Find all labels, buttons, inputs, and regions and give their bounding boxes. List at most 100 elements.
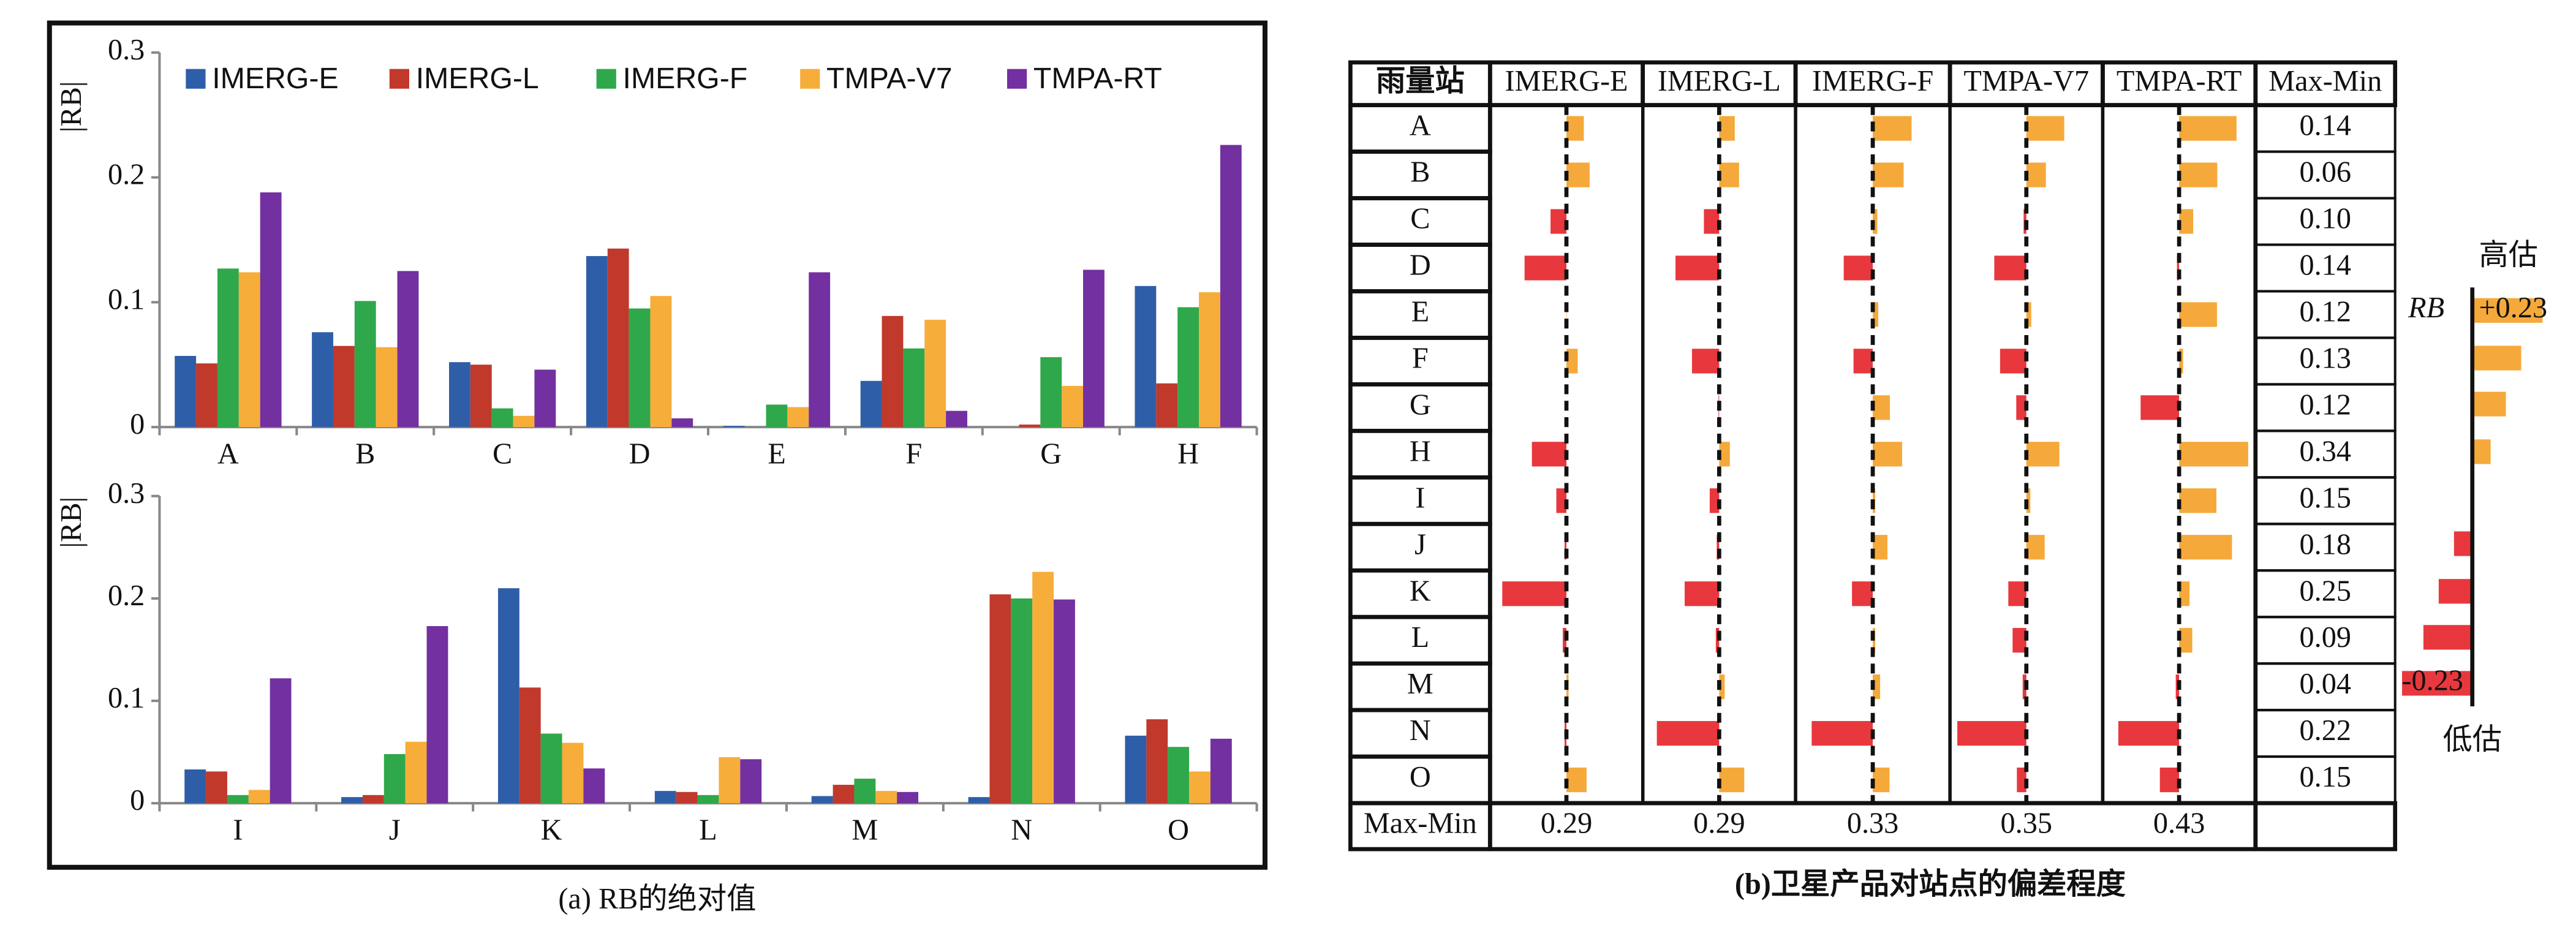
bias-bar (2179, 442, 2248, 467)
legend-bar (2472, 439, 2491, 464)
bias-bar (1873, 535, 1887, 560)
bias-bar (2179, 581, 2190, 606)
bar (1210, 738, 1232, 804)
bar (1019, 425, 1041, 428)
bar (534, 369, 556, 428)
bar (875, 791, 897, 804)
x-tick-label: I (233, 814, 243, 847)
row-label: G (1410, 388, 1431, 421)
bar (341, 797, 363, 804)
bias-bar (1709, 488, 1720, 513)
bar (497, 588, 519, 804)
bias-bar (1656, 720, 1720, 746)
y-tick-label: 0.3 (108, 34, 145, 66)
bar (491, 408, 513, 428)
bar (376, 347, 398, 428)
bar (1199, 292, 1220, 428)
legend-max: +0.23 (2479, 292, 2547, 324)
bias-bar (1691, 349, 1720, 374)
bar (629, 308, 651, 428)
legend-bar (2453, 531, 2472, 556)
bar (897, 791, 919, 804)
bias-bar (1719, 442, 1730, 467)
bias-bar (2026, 442, 2060, 467)
bias-bar (2140, 395, 2180, 420)
x-tick-label: N (1011, 814, 1032, 847)
max-min-value: 0.09 (2300, 621, 2351, 654)
bar (196, 363, 217, 428)
bar (470, 365, 492, 428)
legend-label: TMPA-V7 (826, 62, 953, 95)
bar (586, 255, 608, 428)
bias-bar (2000, 349, 2026, 374)
bar (1011, 598, 1033, 804)
bar (238, 272, 260, 428)
bias-bar (1853, 349, 1873, 374)
bias-bar (1994, 255, 2026, 281)
bias-bar (1873, 674, 1881, 700)
y-tick-label: 0.1 (108, 682, 145, 714)
row-label: D (1410, 249, 1431, 282)
bias-bar (2016, 395, 2026, 420)
legend-swatch (186, 69, 206, 89)
bar (354, 301, 376, 428)
legend-label: IMERG-F (623, 62, 748, 95)
y-tick-label: 0.2 (108, 580, 145, 612)
bias-bar (2159, 767, 2180, 793)
cell (2253, 801, 2398, 852)
bias-bar (1564, 535, 1566, 560)
bias-bar (1551, 209, 1566, 234)
bar (882, 315, 904, 428)
bias-bar (2177, 255, 2180, 281)
bar (1054, 599, 1075, 804)
max-min-value: 0.18 (2300, 528, 2351, 561)
bar (740, 759, 762, 804)
legend-bar (2423, 625, 2472, 650)
footer-label: Max-Min (1364, 807, 1477, 840)
bias-bar (2026, 535, 2045, 560)
bias-bar (1719, 162, 1739, 187)
bar (809, 272, 831, 428)
row-label: K (1410, 575, 1431, 607)
row-label: I (1415, 482, 1425, 514)
bar (1220, 145, 1242, 428)
bias-bar (1566, 162, 1590, 187)
bar (1177, 307, 1199, 428)
caption-b: (b)卫星产品对站点的偏差程度 (1735, 868, 2126, 901)
bias-bar (2026, 302, 2031, 327)
bias-bar (2012, 628, 2026, 653)
x-tick-label: E (768, 437, 785, 470)
bias-bar (2179, 116, 2237, 141)
legend-label: IMERG-E (212, 62, 338, 95)
header-cell: IMERG-L (1658, 65, 1781, 97)
footer-value: 0.35 (2001, 807, 2052, 840)
bar (1125, 735, 1147, 804)
max-min-value: 0.10 (2300, 203, 2351, 235)
row-label: C (1410, 203, 1430, 235)
footer-value: 0.43 (2153, 807, 2205, 840)
bar (519, 687, 541, 804)
legend-top: 高估 (2479, 239, 2538, 271)
caption-a: (a) RB的绝对值 (558, 883, 756, 915)
legend-label: IMERG-L (416, 62, 539, 95)
bar (583, 768, 605, 804)
bias-bar (1873, 442, 1902, 467)
max-min-value: 0.34 (2300, 435, 2351, 467)
header-cell: IMERG-F (1812, 65, 1933, 97)
bar (719, 757, 741, 804)
bar (833, 785, 855, 804)
bias-bar (2179, 535, 2232, 560)
x-tick-label: A (217, 437, 239, 470)
bias-bar (1566, 349, 1578, 374)
bias-bar (2179, 209, 2194, 234)
bar (217, 268, 239, 428)
bar (671, 418, 693, 428)
row-label: N (1410, 714, 1431, 747)
bar (383, 754, 406, 804)
bias-bar (1719, 767, 1745, 793)
bias-bar (1502, 581, 1566, 606)
bar (787, 407, 809, 428)
x-tick-label: O (1168, 814, 1189, 847)
bar (1168, 747, 1190, 804)
